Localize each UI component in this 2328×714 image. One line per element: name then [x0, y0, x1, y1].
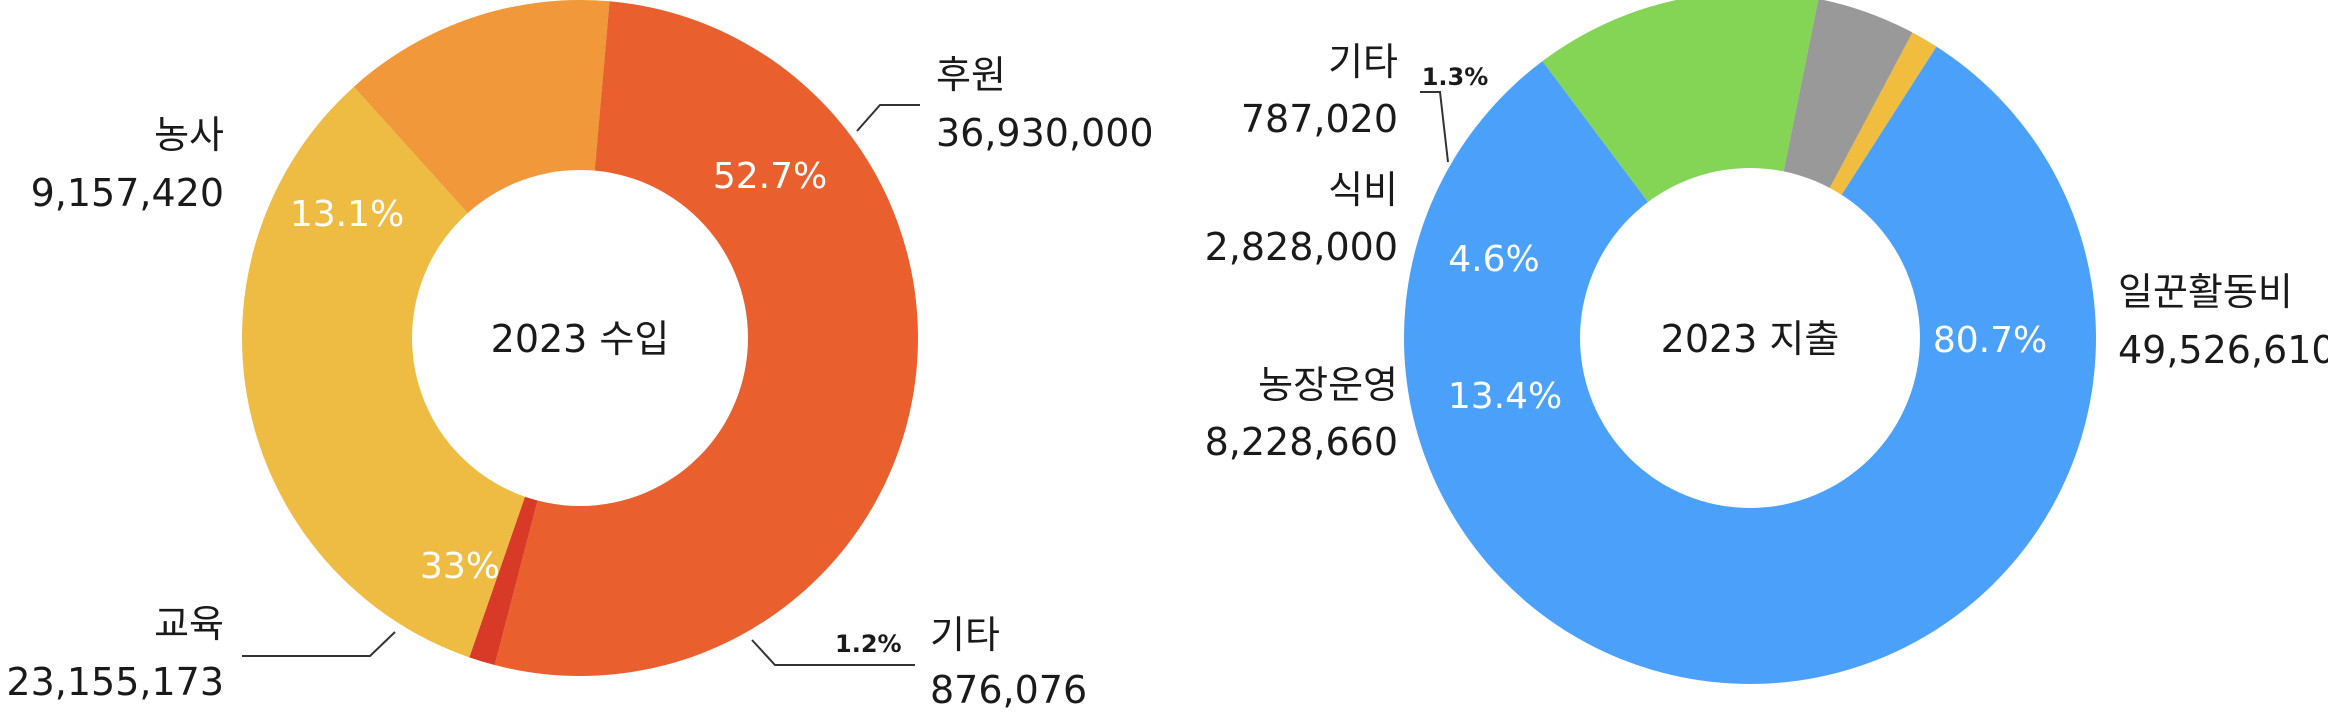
expense-leader-gita	[1420, 91, 1449, 163]
expense-value-nongjang: 8,228,660	[1205, 420, 1398, 464]
income-pct-nongsa: 13.1%	[290, 194, 404, 235]
income-leader-gita	[751, 639, 915, 666]
income-label-nongsa: 농사	[154, 113, 224, 157]
income-leader-gyoyuk	[242, 631, 396, 657]
income-label-gita: 기타	[930, 613, 1000, 657]
expense-label-ilggun: 일꾼활동비	[2118, 270, 2293, 314]
expense-label-gita: 기타	[1328, 40, 1398, 84]
chart-income: 2023 수입 52.7% 13.1% 33% 1.2% 후원 36,930,0…	[6, 0, 1154, 712]
expense-donut-hole	[1580, 168, 1920, 508]
income-center-title: 2023 수입	[491, 317, 670, 361]
income-value-huwon: 36,930,000	[936, 111, 1154, 155]
income-label-huwon: 후원	[936, 53, 1006, 97]
income-label-gyoyuk: 교육	[154, 602, 224, 646]
chart-expense: 2023 지출 80.7% 13.4% 4.6% 1.3% 일꾼활동비 49,5…	[1205, 0, 2328, 685]
income-value-nongsa: 9,157,420	[31, 171, 224, 215]
income-pct-gita: 1.2%	[835, 630, 902, 658]
expense-label-sikbi: 식비	[1328, 168, 1398, 212]
expense-pct-gita: 1.3%	[1422, 63, 1489, 91]
income-slice-gyoyuk	[241, 86, 580, 658]
expense-value-ilggun: 49,526,610	[2118, 328, 2328, 372]
expense-value-sikbi: 2,828,000	[1205, 225, 1398, 269]
expense-center-title: 2023 지출	[1661, 317, 1840, 361]
income-value-gita: 876,076	[930, 668, 1087, 712]
expense-pct-nongjang: 13.4%	[1448, 376, 1562, 417]
income-pct-gyoyuk: 33%	[420, 546, 500, 587]
income-pct-huwon: 52.7%	[713, 156, 827, 197]
expense-pct-sikbi: 4.6%	[1448, 239, 1539, 280]
expense-label-nongjang: 농장운영	[1258, 363, 1398, 407]
income-leader-huwon	[856, 104, 920, 132]
expense-pct-ilggun: 80.7%	[1933, 320, 2047, 361]
expense-value-gita: 787,020	[1241, 97, 1398, 141]
income-value-gyoyuk: 23,155,173	[6, 660, 224, 704]
income-donut-hole	[412, 170, 748, 506]
